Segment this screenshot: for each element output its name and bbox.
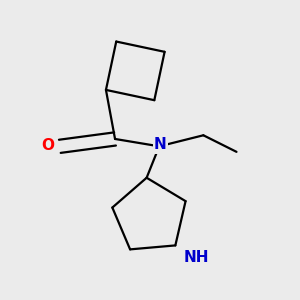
- Text: N: N: [154, 137, 167, 152]
- Text: NH: NH: [184, 250, 209, 265]
- Text: O: O: [41, 138, 54, 153]
